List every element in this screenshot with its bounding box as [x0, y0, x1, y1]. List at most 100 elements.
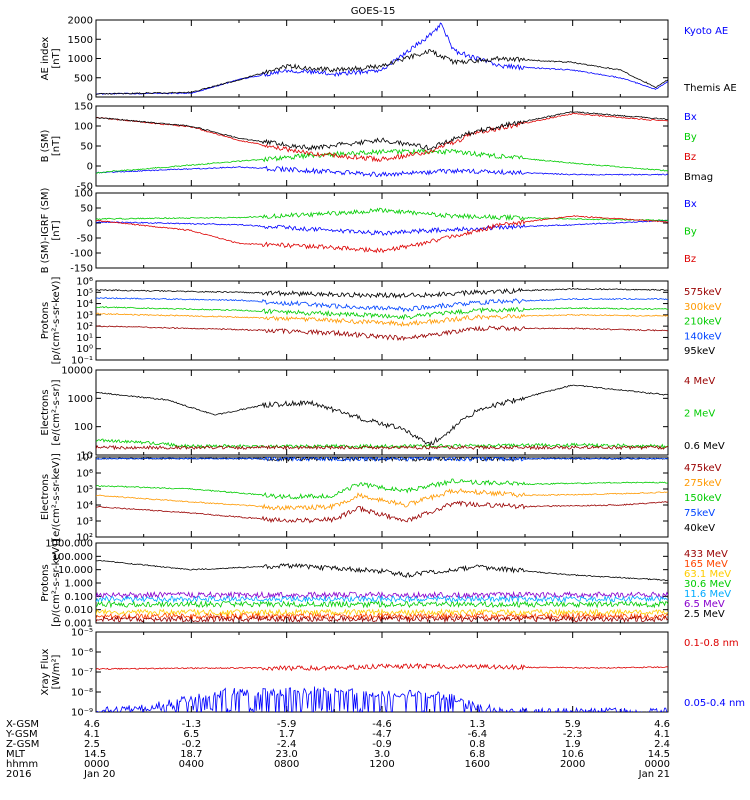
y-tick-label: 10⁰	[76, 344, 93, 355]
y-axis-label: Protons	[40, 302, 51, 339]
y-tick-label: 10⁵	[76, 485, 93, 496]
series-line-by	[96, 148, 668, 174]
footer-value: 1.3	[469, 719, 485, 730]
legend-entry: Bx	[684, 199, 697, 210]
series-line-4-mev	[96, 444, 668, 451]
legend-entry: Themis AE	[683, 83, 737, 94]
footer-value: -2.4	[277, 739, 297, 750]
y-tick-label: 10⁴	[76, 501, 93, 512]
footer-row-label: Y-GSM	[5, 729, 38, 740]
y-tick-label: 10	[80, 451, 93, 462]
series-line-bmag	[96, 111, 668, 151]
y-tick-label: 500	[74, 73, 93, 84]
footer-value: -5.9	[277, 719, 297, 730]
y-axis-label: [e/(cm²-s-sr)]	[51, 379, 62, 445]
footer-value: 4.6	[84, 719, 100, 730]
y-tick-label: 50	[80, 204, 93, 215]
y-tick-label: 1500	[68, 35, 93, 46]
footer-row-label: MLT	[6, 749, 26, 760]
y-tick-label: 10⁻⁷	[71, 668, 93, 679]
panel-frame	[95, 19, 669, 98]
y-tick-label: 1.000	[64, 579, 93, 590]
series-line-275kev	[96, 487, 668, 511]
panel-frame	[95, 631, 669, 713]
y-tick-label: 10⁷	[76, 453, 93, 464]
y-tick-label: 100.000	[52, 552, 93, 563]
y-axis-label: Electrons	[40, 474, 51, 520]
series-line-0-6-mev	[96, 384, 668, 448]
footer-row-label: X-GSM	[6, 719, 39, 730]
footer-value: -2.3	[563, 729, 583, 740]
footer-value: -4.6	[372, 719, 392, 730]
legend-entry: 0.6 MeV	[684, 441, 725, 452]
y-tick-label: 50	[80, 142, 93, 153]
legend-entry: 0.1-0.8 nm	[684, 638, 739, 649]
y-axis-label: [nT]	[51, 136, 62, 156]
panel-frame	[95, 369, 669, 456]
y-tick-label: 0.001	[64, 619, 93, 630]
series-line-150kev	[96, 478, 668, 500]
footer-value: 1.7	[279, 729, 295, 740]
legend-entry: 165 MeV	[684, 559, 728, 570]
footer-value: -0.9	[372, 739, 392, 750]
series-line-11-6-mev	[96, 594, 668, 604]
series-line-bz	[96, 215, 668, 254]
y-axis-label: [nT]	[51, 48, 62, 68]
panel-2: 150 100 50 0 -50 B (SM) [nT] Bx By Bz Bmag	[40, 102, 713, 193]
y-axis-label: B (SM)-IGRF (SM)	[40, 188, 51, 274]
y-axis-label: Xray Flux	[40, 648, 51, 695]
panel-frame	[95, 280, 669, 361]
y-tick-label: 10⁻⁵	[71, 628, 93, 639]
footer-row-label: 2016	[6, 769, 31, 780]
legend-entry: 150keV	[684, 493, 722, 504]
y-tick-label: 10³	[76, 517, 93, 528]
legend-entry: 475keV	[684, 463, 722, 474]
series-line-575kev	[96, 325, 668, 341]
footer-value: 1600	[465, 759, 490, 770]
footer-value: 14.5	[84, 749, 106, 760]
footer-value: 2000	[560, 759, 585, 770]
y-axis-label: [p/(cm²-s-sr-keV)]	[51, 539, 62, 627]
footer-value: 23.0	[276, 749, 298, 760]
legend-entry: 63.1 MeV	[684, 569, 731, 580]
y-tick-label: 10⁶	[76, 469, 93, 480]
y-tick-label: 10²	[76, 533, 93, 544]
series-group	[96, 22, 668, 95]
legend-entry: 275keV	[684, 478, 722, 489]
series-line-0-05-0-4-nm	[96, 686, 668, 712]
footer-value: -0.2	[182, 739, 202, 750]
y-axis-label: [e/(cm²-s-sr-keV)]	[51, 453, 62, 541]
footer-value: 4.6	[654, 719, 670, 730]
legend-entry: 40keV	[684, 523, 715, 534]
series-group	[96, 207, 668, 254]
legend-entry: Bz	[684, 152, 696, 163]
panel-6: 10⁷ 10⁶ 10⁵ 10⁴ 10³ 10² Electrons [e/(cm²-s-sr-…	[40, 453, 722, 544]
footer-value: 5.9	[565, 719, 581, 730]
y-tick-label: 0	[87, 93, 93, 104]
panel-8: 10⁻⁵ 10⁻⁶ 10⁻⁷ 10⁻⁸ 10⁻⁹ Xray Flux [W/m²] 0.1-0…	[40, 628, 745, 719]
y-tick-label: 100	[74, 189, 93, 200]
y-axis-label: [p/(cm²-s-sr-keV)]	[51, 277, 62, 365]
y-tick-label: 0.100	[64, 592, 93, 603]
footer-value: 6.8	[469, 749, 485, 760]
series-line-bx	[96, 165, 668, 178]
y-tick-label: 10⁻¹	[71, 356, 93, 367]
legend-entry: 575keV	[684, 287, 722, 298]
series-line-475kev	[96, 500, 668, 524]
series-line-210kev	[96, 306, 668, 321]
series-line-95kev	[96, 287, 668, 299]
legend-entry: 2 MeV	[684, 409, 715, 420]
series-line-2-mev	[96, 438, 668, 449]
y-tick-label: -100	[70, 249, 93, 260]
y-tick-label: 100	[74, 122, 93, 133]
footer-value: 2.4	[654, 739, 670, 750]
y-tick-label: -150	[70, 264, 93, 275]
y-axis-label: B (SM)	[40, 129, 51, 162]
y-tick-label: 1000	[68, 54, 93, 65]
legend-entry: 4 MeV	[684, 376, 715, 387]
series-line-75kev	[96, 457, 668, 462]
y-axis-label: [nT]	[51, 220, 62, 240]
y-tick-label: -50	[77, 182, 93, 193]
panel-3: 100 50 0 -50 -100 -150 B (SM)-IGRF (SM) [nT] Bx B…	[40, 188, 697, 275]
